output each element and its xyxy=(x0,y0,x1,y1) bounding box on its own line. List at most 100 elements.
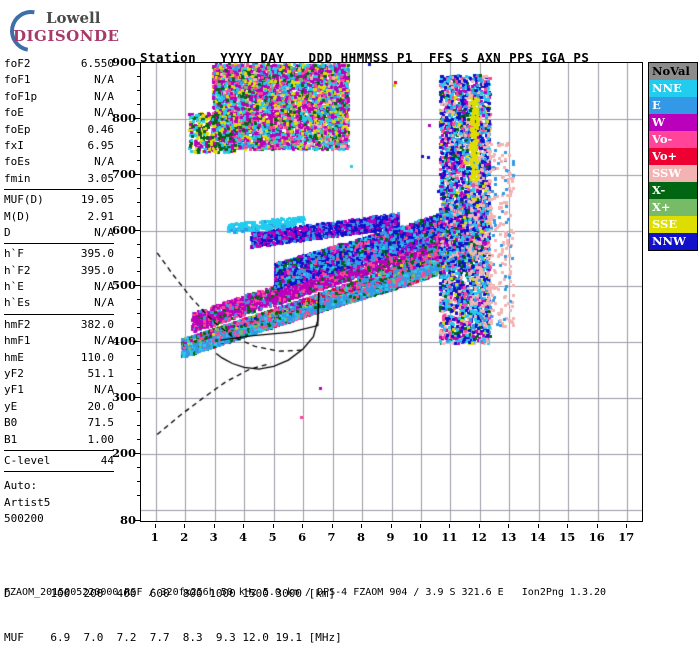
y-tick-minor xyxy=(137,299,140,301)
x-tick-major xyxy=(390,524,392,528)
x-tick-label: 15 xyxy=(559,530,576,544)
y-tick-label: 600 xyxy=(111,222,136,237)
param-label: h`F xyxy=(4,247,24,261)
divider xyxy=(4,243,114,245)
param-row-b1: B1 1.00 xyxy=(4,432,114,448)
param-group-true-heights: hmF2 382.0 hmF1 N/A hmE 110.0 yF2 51.1 yF1 N/A yE 2… xyxy=(4,317,114,448)
param-value: 110.0 xyxy=(80,350,114,364)
legend-item-x[interactable]: X- xyxy=(649,182,697,199)
x-tick-label: 11 xyxy=(441,530,458,544)
y-tick-minor xyxy=(137,271,140,273)
y-tick-minor xyxy=(137,494,140,496)
ionogram-plot-area[interactable] xyxy=(140,62,643,522)
param-label: hmE xyxy=(4,350,24,364)
x-tick-major xyxy=(331,524,333,528)
param-value: 51.1 xyxy=(87,367,115,381)
param-label: fxI xyxy=(4,138,24,152)
x-tick-label: 2 xyxy=(180,530,189,544)
param-row-hme: hmE 110.0 xyxy=(4,350,114,366)
param-label: h`Es xyxy=(4,296,31,310)
y-tick-minor xyxy=(137,480,140,482)
y-axis-height-km: 80 200 300 400 500 600 700 800 900 xyxy=(96,55,140,527)
station-header-labels: Station YYYY DAY DDD HHMMSS P1 FFS S AXN… xyxy=(140,50,590,65)
x-tick-label: 14 xyxy=(529,530,546,544)
x-tick-major xyxy=(272,524,274,528)
param-value: N/A xyxy=(94,296,114,310)
x-tick-label: 16 xyxy=(588,530,605,544)
y-tick-label: 900 xyxy=(111,55,136,69)
param-value: 20.0 xyxy=(87,399,115,413)
param-label: hmF1 xyxy=(4,334,31,348)
legend-item-noval[interactable]: NoVal xyxy=(649,63,697,80)
param-label: B1 xyxy=(4,432,18,446)
param-value: N/A xyxy=(94,89,114,103)
legend-item-sse[interactable]: SSE xyxy=(649,216,697,233)
param-row-b0: B0 71.5 xyxy=(4,415,114,431)
legend-item-e[interactable]: E xyxy=(649,97,697,114)
param-value: 44 xyxy=(100,453,114,467)
legend-item-vo[interactable]: Vo- xyxy=(649,131,697,148)
param-group-muf: MUF(D) 19.05 M(D) 2.91 D N/A xyxy=(4,192,114,241)
param-label: foF2 xyxy=(4,57,31,70)
param-label: D xyxy=(4,225,11,239)
y-tick-minor xyxy=(137,75,140,77)
y-tick-minor xyxy=(137,411,140,413)
param-value: 1.00 xyxy=(87,432,115,446)
param-label: M(D) xyxy=(4,209,31,223)
param-value: 19.05 xyxy=(80,193,114,207)
param-row-d: D N/A xyxy=(4,225,114,241)
y-tick-major xyxy=(135,285,140,287)
muf-distance-table: D 100 200 400 600 800 1000 1500 3000 [km… xyxy=(4,558,698,660)
legend-item-vo[interactable]: Vo+ xyxy=(649,148,697,165)
y-tick-major xyxy=(135,229,140,231)
y-tick-minor xyxy=(137,327,140,329)
lowell-digisonde-logo: Lowell DIGISONDE xyxy=(1,1,128,61)
param-value: 71.5 xyxy=(87,416,115,430)
x-tick-label: 9 xyxy=(386,530,395,544)
legend-item-nnw[interactable]: NNW xyxy=(649,233,697,250)
param-row-fxi: fxI 6.95 xyxy=(4,138,114,154)
divider xyxy=(4,449,114,451)
x-tick-label: 6 xyxy=(298,530,307,544)
y-tick-minor xyxy=(137,89,140,91)
ionospheric-parameters-panel: foF2 6.550 foF1 N/A foF1p N/A foE N/A foEp 0.46 fx… xyxy=(4,56,114,528)
param-group-frequencies: foF2 6.550 foF1 N/A foF1p N/A foE N/A foEp 0.46 fx… xyxy=(4,56,114,187)
logo-digisonde-text: DIGISONDE xyxy=(13,27,120,45)
param-label: C-level xyxy=(4,453,51,467)
doppler-direction-legend[interactable]: NoVal NNE E W Vo- Vo+ SSW X- X+ SSE NNW xyxy=(648,62,698,251)
param-value: 382.0 xyxy=(80,317,114,331)
param-label: h`E xyxy=(4,280,24,294)
x-tick-major xyxy=(361,524,363,528)
param-row-mufd: MUF(D) 19.05 xyxy=(4,192,114,208)
param-row-hf: h`F 395.0 xyxy=(4,246,114,262)
param-group-clevel: C-level 44 xyxy=(4,453,114,469)
y-tick-minor xyxy=(137,131,140,133)
auto-line: Auto: xyxy=(4,479,38,493)
x-tick-label: 3 xyxy=(209,530,218,544)
param-value: N/A xyxy=(94,225,114,239)
legend-item-w[interactable]: W xyxy=(649,114,697,131)
ionogram-echo-canvas xyxy=(141,63,642,521)
param-row-foes: foEs N/A xyxy=(4,154,114,170)
y-tick-major xyxy=(135,62,140,63)
param-row-fof1p: foF1p N/A xyxy=(4,89,114,105)
y-tick-minor xyxy=(137,257,140,259)
y-tick-label: 300 xyxy=(111,390,136,405)
auto-line: Artist5 xyxy=(4,495,51,509)
legend-item-ssw[interactable]: SSW xyxy=(649,165,697,182)
x-tick-major xyxy=(537,524,539,528)
param-row-hf2: h`F2 395.0 xyxy=(4,263,114,279)
x-tick-major xyxy=(243,524,245,528)
param-value: 0.46 xyxy=(87,122,115,136)
logo-lowell-text: Lowell xyxy=(46,9,101,27)
footer-distance-row: D 100 200 400 600 800 1000 1500 3000 [km… xyxy=(4,587,336,600)
legend-item-nne[interactable]: NNE xyxy=(649,80,697,97)
param-row-hmf2: hmF2 382.0 xyxy=(4,317,114,333)
param-value: N/A xyxy=(94,280,114,294)
x-tick-label: 12 xyxy=(470,530,487,544)
legend-item-x[interactable]: X+ xyxy=(649,199,697,216)
y-tick-minor xyxy=(137,466,140,468)
param-value: 395.0 xyxy=(80,247,114,261)
param-label: MUF(D) xyxy=(4,193,44,207)
x-tick-major xyxy=(508,524,510,528)
